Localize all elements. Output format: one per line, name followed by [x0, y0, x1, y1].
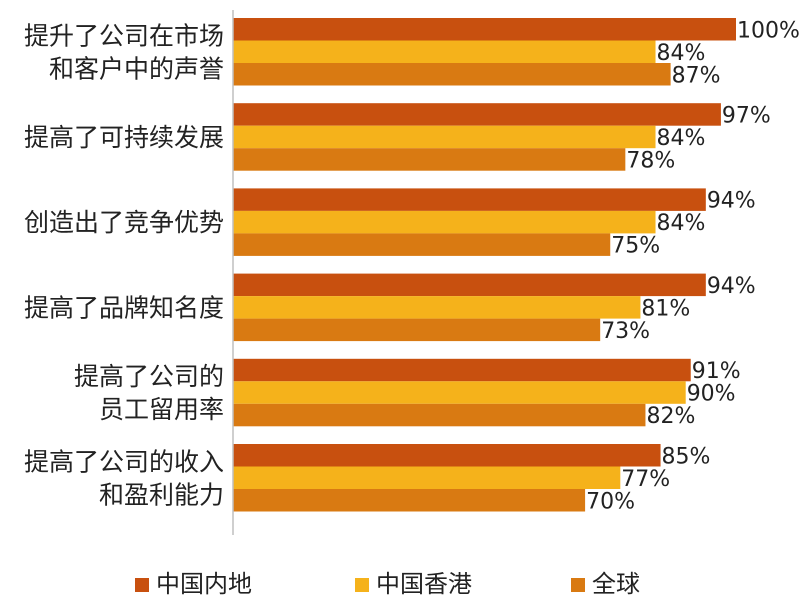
bar-4-3	[233, 318, 601, 342]
bar-6-2	[233, 466, 621, 489]
value-label-1-1: 100%	[737, 18, 800, 43]
value-label-1-3: 87%	[672, 63, 721, 88]
value-label-1-2: 84%	[657, 41, 706, 66]
value-labels: 100%84%87%97%84%78%94%84%75%94%81%73%91%…	[586, 18, 800, 514]
value-label-3-1: 94%	[707, 189, 756, 214]
bar-4-2	[233, 296, 641, 319]
legend: 中国内地 中国香港 全球	[135, 570, 640, 598]
value-label-6-1: 85%	[662, 444, 711, 469]
value-label-4-2: 81%	[641, 296, 690, 321]
value-label-2-3: 78%	[626, 148, 675, 173]
bar-6-1	[233, 444, 661, 467]
bar-4-1	[233, 273, 706, 297]
bar-5-3	[233, 403, 646, 427]
bar-6-3	[233, 489, 586, 512]
value-label-2-2: 84%	[657, 126, 706, 151]
value-label-4-3: 73%	[601, 319, 650, 344]
bars-group	[233, 18, 736, 512]
legend-swatch-1	[135, 578, 149, 592]
category-label-3-1: 创造出了竞争优势	[24, 208, 224, 237]
legend-swatch-2	[355, 578, 369, 592]
bar-1-3	[233, 63, 671, 86]
legend-swatch-3	[571, 578, 585, 592]
value-label-4-1: 94%	[707, 274, 756, 299]
value-label-6-2: 77%	[621, 467, 670, 492]
bar-3-2	[233, 210, 656, 234]
value-label-3-3: 75%	[611, 234, 660, 259]
category-label-6-2: 和盈利能力	[99, 480, 224, 509]
bar-2-1	[233, 103, 721, 126]
category-labels: 提升了公司在市场和客户中的声誉提高了可持续发展创造出了竞争优势提高了品牌知名度提…	[24, 21, 224, 509]
category-label-1-2: 和客户中的声誉	[49, 54, 224, 83]
value-label-6-3: 70%	[586, 489, 635, 514]
legend-label-2: 中国香港	[376, 570, 472, 598]
category-label-5-2: 员工留用率	[99, 395, 224, 424]
category-label-4-1: 提高了品牌知名度	[24, 293, 224, 322]
legend-label-3: 全球	[592, 570, 640, 598]
category-label-5-1: 提高了公司的	[74, 362, 224, 391]
bar-1-1	[233, 18, 736, 41]
bar-1-2	[233, 40, 656, 63]
category-label-1-1: 提升了公司在市场	[24, 21, 224, 50]
value-label-2-1: 97%	[722, 103, 771, 128]
value-label-5-1: 91%	[692, 359, 741, 384]
category-label-2-1: 提高了可持续发展	[24, 123, 224, 152]
bar-2-2	[233, 125, 656, 149]
value-label-5-2: 90%	[687, 382, 736, 407]
bar-5-2	[233, 381, 686, 404]
value-label-5-3: 82%	[646, 404, 695, 429]
bar-5-1	[233, 358, 691, 382]
legend-label-1: 中国内地	[156, 570, 252, 598]
value-label-3-2: 84%	[657, 211, 706, 236]
bar-3-3	[233, 233, 611, 256]
bar-3-1	[233, 188, 706, 211]
category-label-6-1: 提高了公司的收入	[24, 447, 224, 476]
bar-2-3	[233, 148, 626, 171]
